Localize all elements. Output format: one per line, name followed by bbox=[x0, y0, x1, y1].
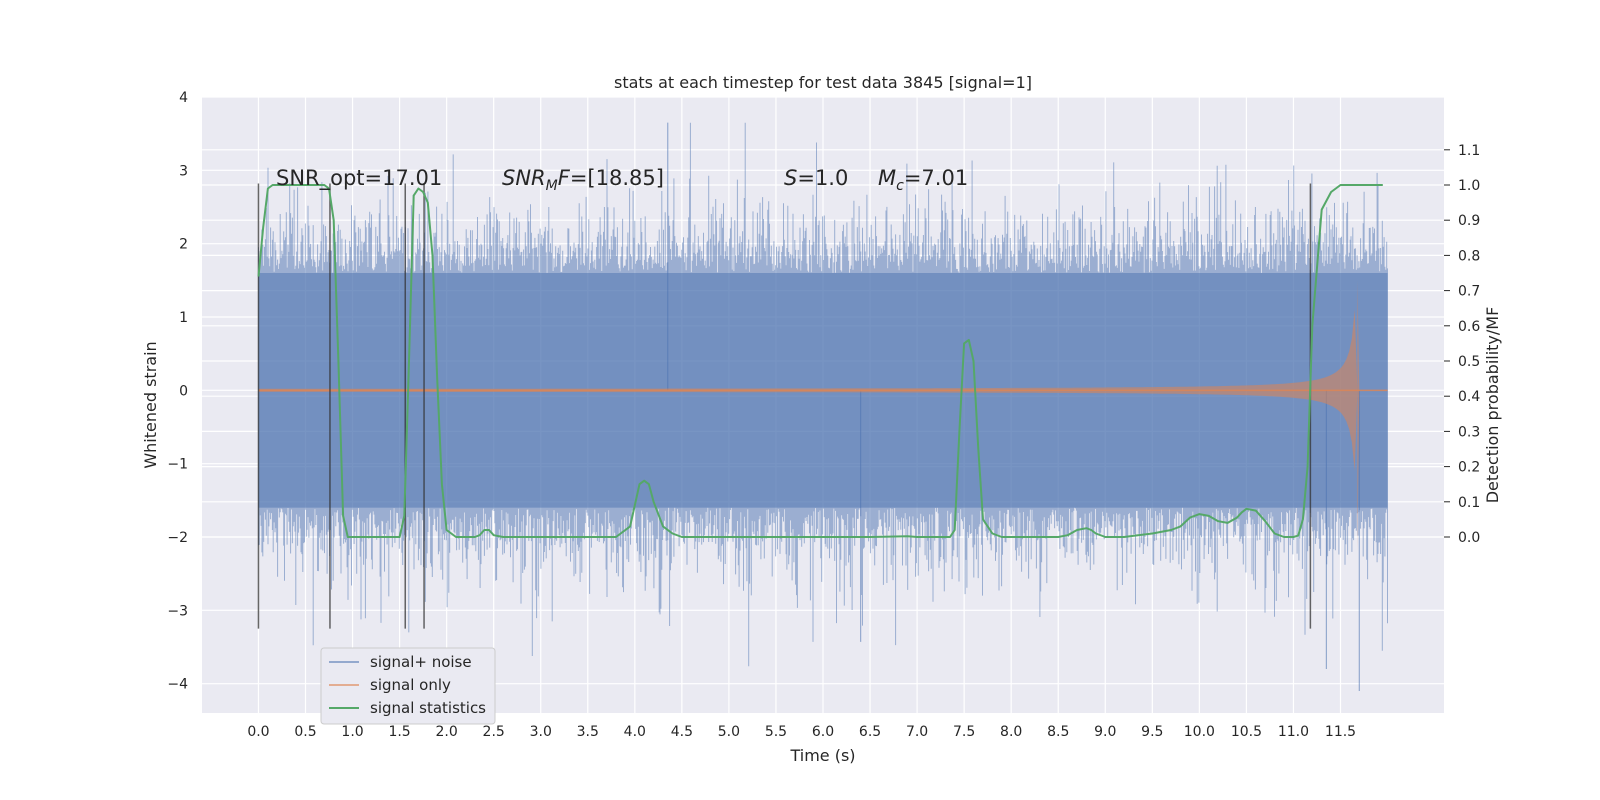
y2-tick-label: 0.8 bbox=[1458, 248, 1480, 264]
y2-tick-label: 1.0 bbox=[1458, 178, 1480, 194]
y-tick-label: 4 bbox=[179, 90, 188, 106]
legend: signal+ noise signal only signal statist… bbox=[320, 647, 496, 725]
y2-tick-label: 0.7 bbox=[1458, 284, 1480, 300]
x-tick-label: 8.0 bbox=[1000, 724, 1022, 740]
y2-tick-label: 0.5 bbox=[1458, 354, 1480, 370]
y2-tick-label: 0.6 bbox=[1458, 319, 1480, 335]
chart-title: stats at each timestep for test data 384… bbox=[614, 73, 1032, 92]
y2-tick-label: 1.1 bbox=[1458, 143, 1480, 159]
x-tick-label: 6.5 bbox=[859, 724, 881, 740]
x-tick-label: 0.5 bbox=[294, 724, 316, 740]
y2-tick-label: 0.0 bbox=[1458, 530, 1480, 546]
annotation-mc: Mc=7.01 bbox=[878, 166, 968, 194]
x-tick-label: 11.5 bbox=[1325, 724, 1356, 740]
x-tick-label: 11.0 bbox=[1278, 724, 1309, 740]
x-tick-label: 7.5 bbox=[953, 724, 975, 740]
x-tick-label: 4.0 bbox=[624, 724, 646, 740]
y-tick-label: −4 bbox=[167, 677, 188, 693]
legend-label-noise: signal+ noise bbox=[370, 653, 472, 671]
x-tick-label: 10.5 bbox=[1231, 724, 1262, 740]
y-tick-label: 0 bbox=[179, 383, 188, 399]
x-tick-label: 9.0 bbox=[1094, 724, 1116, 740]
y-tick-label: −1 bbox=[167, 457, 188, 473]
x-tick-label: 5.5 bbox=[765, 724, 787, 740]
annotation-snr-opt: SNR_opt=17.01 bbox=[276, 166, 442, 191]
annotation-s: S=1.0 bbox=[784, 166, 848, 190]
y-axis-ticks: −4 −3 −2 −1 0 1 2 3 4 bbox=[167, 90, 188, 693]
legend-label-signal: signal only bbox=[370, 676, 451, 694]
x-tick-label: 5.0 bbox=[718, 724, 740, 740]
x-tick-label: 2.0 bbox=[436, 724, 458, 740]
x-tick-label: 9.5 bbox=[1141, 724, 1163, 740]
y-tick-label: −2 bbox=[167, 530, 188, 546]
y-tick-label: 1 bbox=[179, 310, 188, 326]
legend-box bbox=[320, 647, 496, 725]
y-tick-label: −3 bbox=[167, 603, 188, 619]
y2-tick-label: 0.9 bbox=[1458, 213, 1480, 229]
event-markers bbox=[257, 183, 1312, 629]
x-tick-label: 1.0 bbox=[341, 724, 363, 740]
y2-tick-label: 0.4 bbox=[1458, 389, 1480, 405]
y-axis-label: Whitened strain bbox=[141, 341, 160, 468]
y2-tick-label: 0.1 bbox=[1458, 495, 1480, 511]
x-tick-label: 0.0 bbox=[247, 724, 269, 740]
y2-tick-label: 0.2 bbox=[1458, 460, 1480, 476]
y2-axis-label: Detection probability/MF bbox=[1483, 307, 1502, 504]
x-tick-label: 3.5 bbox=[577, 724, 599, 740]
y2-tick-label: 0.3 bbox=[1458, 424, 1480, 440]
x-tick-label: 6.0 bbox=[812, 724, 834, 740]
x-tick-label: 8.5 bbox=[1047, 724, 1069, 740]
x-tick-label: 4.5 bbox=[671, 724, 693, 740]
x-axis-ticks: 0.0 0.5 1.0 1.5 2.0 2.5 3.0 3.5 4.0 4.5 5.0 5.5 6.0 6… bbox=[247, 724, 1356, 740]
x-tick-label: 2.5 bbox=[483, 724, 505, 740]
signal-statistics-line bbox=[257, 184, 1383, 538]
x-axis-label: Time (s) bbox=[789, 746, 855, 765]
signal-only-series bbox=[258, 280, 1388, 552]
x-tick-label: 3.0 bbox=[530, 724, 552, 740]
x-tick-label: 7.0 bbox=[906, 724, 928, 740]
signal-statistics-series bbox=[257, 184, 1383, 538]
y-tick-label: 3 bbox=[179, 163, 188, 179]
legend-label-stats: signal statistics bbox=[370, 699, 486, 717]
x-tick-label: 1.5 bbox=[388, 724, 410, 740]
y-tick-label: 2 bbox=[179, 237, 188, 253]
annotation-snr-mf: SNRMF=[18.85] bbox=[502, 166, 664, 194]
x-tick-label: 10.0 bbox=[1184, 724, 1215, 740]
y2-axis-ticks: 0.0 0.1 0.2 0.3 0.4 0.5 0.6 0.7 0.8 0.9 1.0 1.1 bbox=[1444, 143, 1480, 546]
